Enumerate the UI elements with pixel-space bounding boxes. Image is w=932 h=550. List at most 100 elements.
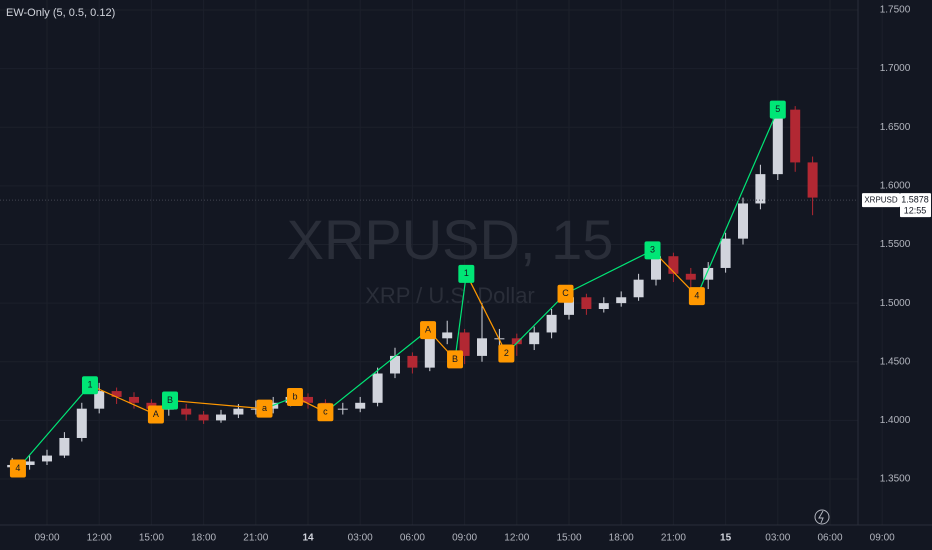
x-tick-label: 18:00 xyxy=(191,533,216,544)
candle-body xyxy=(772,109,783,175)
lightning-icon[interactable] xyxy=(814,509,830,525)
y-tick-label: 1.6500 xyxy=(880,122,911,133)
candle-body xyxy=(738,203,748,239)
candle-body xyxy=(703,267,714,280)
wave-marker xyxy=(286,387,303,406)
wave-label: c xyxy=(323,407,328,417)
wave-label: A xyxy=(153,409,159,419)
wave-marker xyxy=(688,287,705,306)
candle-body xyxy=(633,279,644,298)
x-tick-label: 15 xyxy=(720,533,732,544)
wave-label: B xyxy=(452,354,458,364)
wave-label: 2 xyxy=(504,348,509,358)
candle-body xyxy=(42,455,52,462)
wave-line xyxy=(465,273,507,354)
candle-body xyxy=(198,414,209,421)
y-tick-label: 1.7500 xyxy=(880,5,911,16)
candle-body xyxy=(807,162,818,198)
candle-body xyxy=(24,461,35,465)
x-tick-label: 14 xyxy=(302,533,314,544)
candle-body xyxy=(250,408,261,410)
y-tick-label: 1.3500 xyxy=(880,474,911,485)
candle-body xyxy=(598,303,609,309)
y-tick-label: 1.4500 xyxy=(880,356,911,367)
x-tick-label: 12:00 xyxy=(504,533,529,544)
wave-line xyxy=(89,384,157,416)
x-tick-label: 21:00 xyxy=(243,533,268,544)
wave-label: B xyxy=(167,395,173,405)
watermark: XRPUSD, 15 xyxy=(287,208,614,271)
candle-body xyxy=(424,338,435,368)
y-tick-label: 1.5000 xyxy=(880,298,911,309)
x-tick-label: 15:00 xyxy=(139,533,164,544)
candle-body xyxy=(616,297,627,304)
wave-label: 1 xyxy=(87,380,92,390)
candle-body xyxy=(581,297,592,309)
wave-label: 4 xyxy=(694,290,699,300)
wave-marker xyxy=(498,344,515,363)
y-tick-label: 1.7000 xyxy=(880,63,911,74)
wave-label: a xyxy=(262,403,267,413)
candle-body xyxy=(216,414,226,421)
wave-line xyxy=(325,329,429,413)
candle-body xyxy=(442,332,453,339)
x-tick-label: 09:00 xyxy=(34,533,59,544)
candle-body xyxy=(407,355,418,368)
wave-marker xyxy=(769,100,786,119)
wave-line xyxy=(696,109,779,297)
wave-label: 3 xyxy=(650,245,655,255)
candle-body xyxy=(685,273,696,280)
wave-marker xyxy=(420,321,437,340)
indicator-title: EW-Only (5, 0.5, 0.12) xyxy=(6,7,115,19)
wave-marker xyxy=(447,350,464,369)
wave-marker xyxy=(81,376,98,395)
wave-line xyxy=(169,399,265,410)
x-tick-label: 09:00 xyxy=(452,533,477,544)
wave-line xyxy=(17,384,91,469)
wave-line xyxy=(454,273,467,360)
candle-body xyxy=(564,297,574,315)
candle-body xyxy=(372,373,383,403)
candle-body xyxy=(477,338,487,356)
last-price-label: 1.5878 xyxy=(901,195,929,205)
wave-marker xyxy=(317,403,334,422)
y-tick-label: 1.6000 xyxy=(880,181,911,192)
wave-label: 1 xyxy=(464,268,469,278)
countdown-label: 12:55 xyxy=(904,206,927,216)
x-tick-label: 21:00 xyxy=(661,533,686,544)
icon-circle xyxy=(814,509,830,525)
candle-body xyxy=(790,109,801,163)
x-tick-label: 18:00 xyxy=(609,533,634,544)
candle-body xyxy=(651,256,661,280)
y-tick-label: 1.4000 xyxy=(880,415,911,426)
candle-body xyxy=(59,437,70,456)
watermark-subtitle: XRP / U.S. Dollar xyxy=(365,283,535,308)
wave-line xyxy=(565,249,653,295)
x-tick-label: 06:00 xyxy=(817,533,842,544)
wave-marker xyxy=(644,241,661,260)
candle-body xyxy=(755,174,766,204)
y-tick-label: 1.5500 xyxy=(880,239,911,250)
candle-body xyxy=(459,332,470,356)
x-tick-label: 03:00 xyxy=(348,533,373,544)
wave-label: 5 xyxy=(775,104,780,114)
x-tick-label: 15:00 xyxy=(556,533,581,544)
x-tick-label: 03:00 xyxy=(765,533,790,544)
candle-body xyxy=(94,391,105,409)
symbol-tag xyxy=(862,193,900,208)
wave-label: C xyxy=(562,288,569,298)
candle-body xyxy=(546,314,557,333)
wave-marker xyxy=(147,405,164,424)
wave-marker xyxy=(256,399,273,418)
wave-marker xyxy=(162,391,179,410)
wave-marker xyxy=(458,264,475,283)
candle-body xyxy=(511,338,522,345)
candle-body xyxy=(303,396,313,403)
candle-body xyxy=(355,402,366,409)
x-tick-label: 12:00 xyxy=(87,533,112,544)
wave-label: A xyxy=(425,324,431,334)
x-tick-label: 09:00 xyxy=(870,533,895,544)
wave-marker xyxy=(557,284,574,303)
candle-body xyxy=(337,408,348,410)
